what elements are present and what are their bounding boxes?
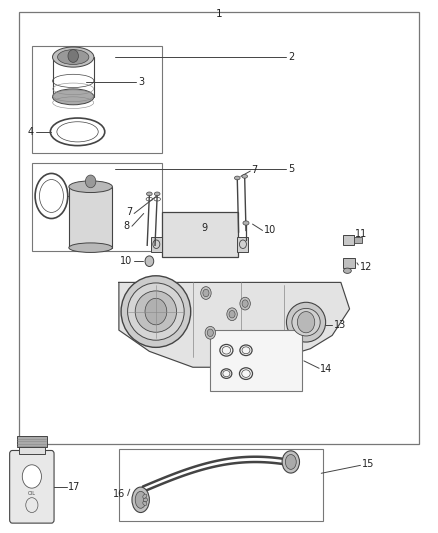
Ellipse shape <box>282 451 300 473</box>
Text: 2: 2 <box>289 52 295 62</box>
Text: 6: 6 <box>71 191 77 201</box>
Ellipse shape <box>135 491 146 508</box>
Text: 17: 17 <box>68 481 80 491</box>
Circle shape <box>201 287 211 300</box>
Circle shape <box>205 326 215 339</box>
Text: 10: 10 <box>264 225 276 236</box>
Ellipse shape <box>143 502 147 505</box>
Bar <box>69 187 113 248</box>
Circle shape <box>203 289 209 297</box>
Text: 9: 9 <box>201 223 208 233</box>
Bar <box>19 444 45 454</box>
Circle shape <box>145 256 154 266</box>
Circle shape <box>207 329 213 336</box>
Bar <box>343 258 355 268</box>
Text: 3: 3 <box>138 77 145 87</box>
Text: OIL: OIL <box>28 491 36 496</box>
Text: 1: 1 <box>215 9 223 19</box>
Polygon shape <box>119 282 350 367</box>
Bar <box>151 237 162 252</box>
Text: 15: 15 <box>362 459 374 469</box>
Ellipse shape <box>286 455 296 470</box>
Ellipse shape <box>286 302 325 342</box>
Bar <box>343 235 354 245</box>
Ellipse shape <box>69 181 113 192</box>
Text: 5: 5 <box>289 164 295 174</box>
Ellipse shape <box>132 487 149 513</box>
Text: m: m <box>28 473 35 480</box>
Ellipse shape <box>53 47 94 67</box>
Circle shape <box>68 50 78 62</box>
Circle shape <box>297 312 315 333</box>
Bar <box>17 436 47 447</box>
Bar <box>19 12 419 444</box>
Text: 16: 16 <box>113 489 125 499</box>
FancyBboxPatch shape <box>10 450 54 523</box>
Circle shape <box>240 297 251 310</box>
Ellipse shape <box>343 268 351 273</box>
Ellipse shape <box>57 50 89 64</box>
Text: 7: 7 <box>126 207 132 217</box>
Text: 8: 8 <box>124 221 130 231</box>
Ellipse shape <box>135 291 177 332</box>
Text: 14: 14 <box>321 365 332 374</box>
Text: 10: 10 <box>120 256 132 266</box>
Ellipse shape <box>292 309 320 336</box>
Ellipse shape <box>234 176 240 180</box>
Circle shape <box>85 175 96 188</box>
Text: 4: 4 <box>28 127 34 137</box>
Bar <box>210 330 302 391</box>
Bar <box>354 237 362 243</box>
Circle shape <box>145 298 167 325</box>
Text: 11: 11 <box>355 229 367 239</box>
Circle shape <box>22 465 42 488</box>
Ellipse shape <box>154 192 160 196</box>
Text: 12: 12 <box>360 262 372 271</box>
Bar <box>119 449 323 521</box>
Circle shape <box>227 308 237 320</box>
Ellipse shape <box>147 192 152 196</box>
Bar <box>32 163 162 251</box>
Circle shape <box>242 300 248 308</box>
Ellipse shape <box>143 494 147 498</box>
Ellipse shape <box>243 221 249 225</box>
Bar <box>32 46 162 152</box>
Text: 7: 7 <box>252 165 258 175</box>
Ellipse shape <box>127 283 184 340</box>
Ellipse shape <box>69 243 113 253</box>
Bar <box>237 237 248 252</box>
Ellipse shape <box>242 174 247 178</box>
Circle shape <box>229 311 235 318</box>
Ellipse shape <box>53 89 94 105</box>
Ellipse shape <box>121 276 191 348</box>
Bar <box>162 212 238 257</box>
Ellipse shape <box>143 498 148 502</box>
Text: 13: 13 <box>333 320 346 330</box>
